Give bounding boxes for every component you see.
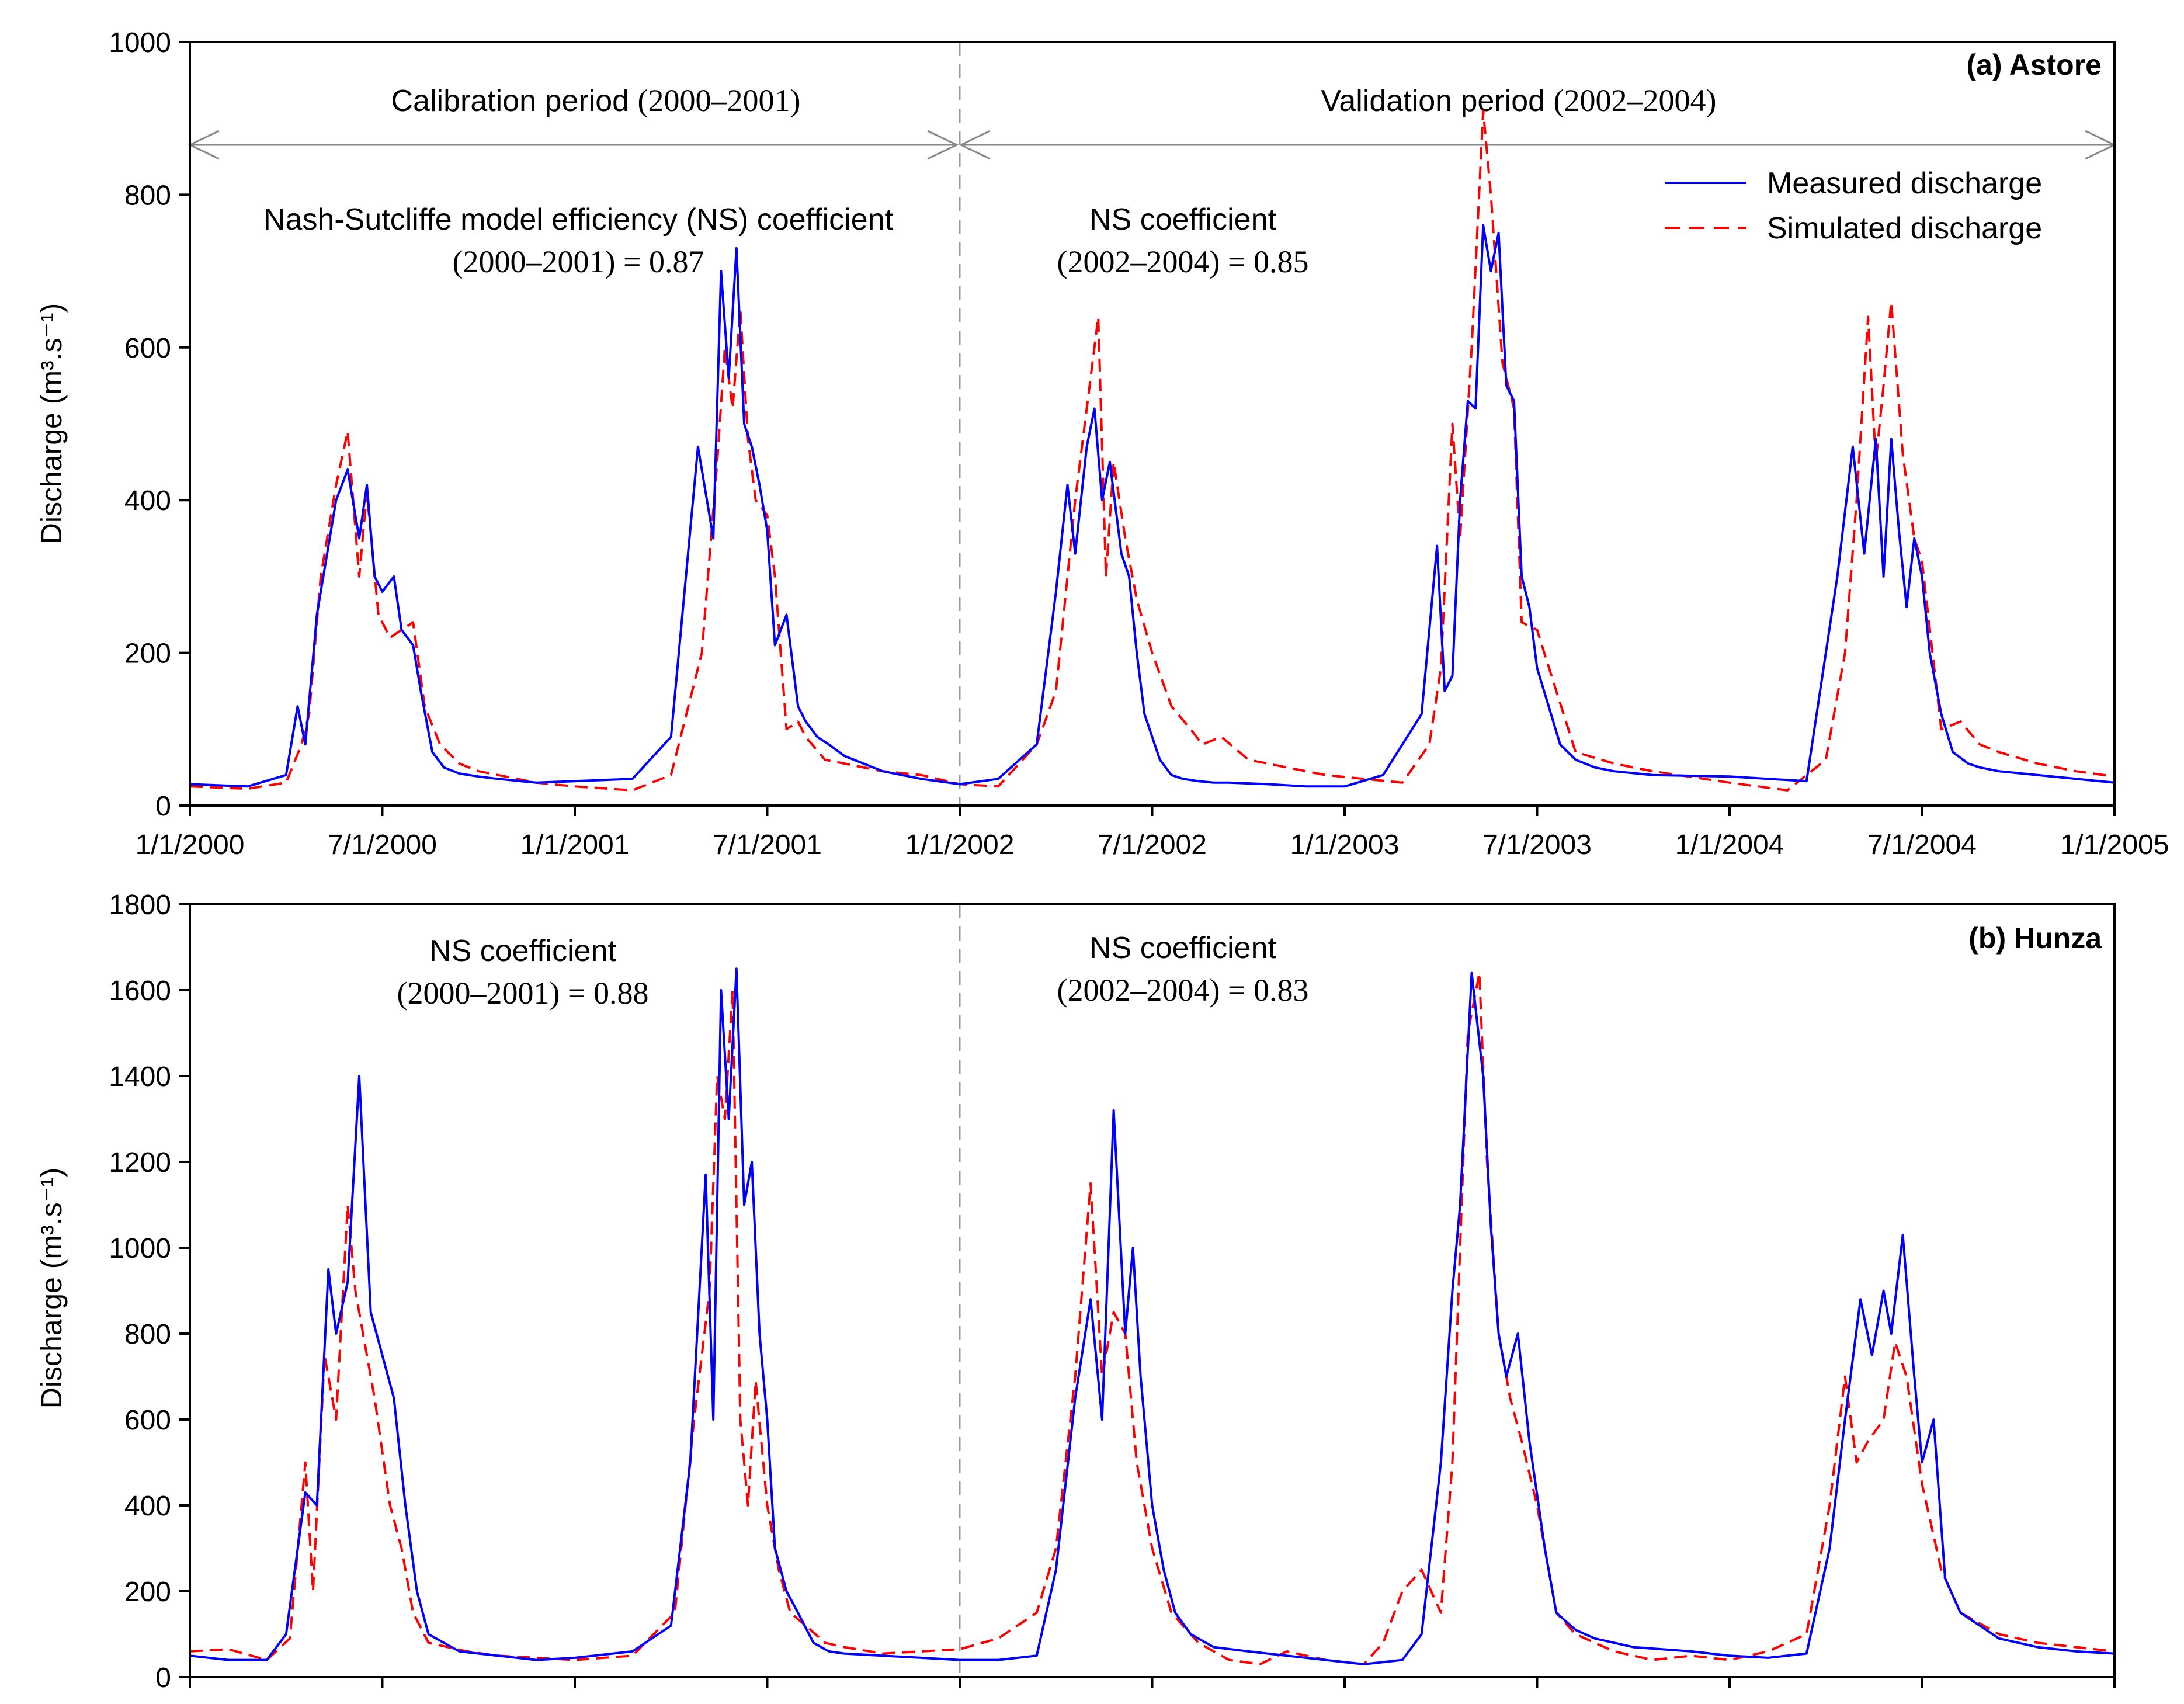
y-tick-label-hunza: 1600 — [109, 976, 171, 1007]
legend-simulated-label: Simulated discharge — [1767, 211, 2042, 245]
panel-astore: Discharge (m³.s⁻¹) (a) Astore Calibratio… — [35, 27, 2169, 860]
measured-discharge-line-hunza — [189, 967, 2115, 1665]
ns-calibration-value-hunza: (2000–2001) = 0.88 — [397, 976, 649, 1011]
y-tick-label-astore: 200 — [124, 638, 171, 669]
ns-validation-title-hunza: NS coefficient — [1089, 931, 1276, 965]
calibration-period-label: Calibration period (2000–2001) — [391, 83, 801, 118]
x-tick-label: 1/1/2000 — [136, 830, 245, 860]
y-tick-label-hunza: 1000 — [109, 1233, 171, 1264]
measured-discharge-line-astore — [189, 224, 2115, 788]
calibration-period-text: Calibration period — [391, 84, 638, 118]
ns-calibration-title-hunza: NS coefficient — [429, 934, 616, 968]
y-tick-label-hunza: 800 — [124, 1319, 171, 1350]
ns-validation-value-astore: (2002–2004) = 0.85 — [1057, 244, 1309, 279]
plot-lines-hunza — [189, 904, 2115, 1677]
y-tick-label-astore: 400 — [124, 485, 171, 516]
calibration-period-arrow — [188, 130, 959, 160]
y-tick-label-astore: 800 — [124, 180, 171, 211]
y-tick-label-astore: 600 — [124, 333, 171, 364]
y-tick-label-hunza: 200 — [124, 1577, 171, 1608]
y-tick-label-astore: 1000 — [109, 27, 171, 58]
simulated-discharge-line-hunza — [189, 971, 2115, 1665]
x-tick-label: 1/1/2003 — [1290, 830, 1400, 860]
y-tick-label-hunza: 1800 — [109, 890, 171, 921]
y-tick-label-astore: 0 — [155, 791, 171, 822]
y-axis-title-hunza: Discharge (m³.s⁻¹) — [35, 1168, 68, 1409]
panel-label-hunza: (b) Hunza — [1968, 922, 2102, 955]
x-tick-label: 7/1/2000 — [328, 830, 437, 860]
validation-period-arrow — [959, 130, 2117, 160]
x-tick-label: 7/1/2003 — [1482, 830, 1592, 860]
plot-frame-hunza — [189, 903, 2116, 1678]
x-tick-label: 7/1/2001 — [713, 830, 822, 860]
x-tick-label: 1/1/2005 — [2060, 830, 2169, 860]
validation-period-text: Validation period — [1321, 84, 1554, 118]
x-tick-label: 1/1/2001 — [520, 830, 630, 860]
y-tick-label-hunza: 400 — [124, 1491, 171, 1522]
x-tick-label: 1/1/2004 — [1675, 830, 1784, 860]
legend: Measured discharge Simulated discharge — [1665, 166, 2042, 245]
x-tick-label: 7/1/2002 — [1098, 830, 1207, 860]
x-tick-label: 7/1/2004 — [1867, 830, 1977, 860]
y-axis-title-astore: Discharge (m³.s⁻¹) — [35, 303, 68, 544]
y-tick-label-hunza: 600 — [124, 1405, 171, 1436]
y-tick-label-hunza: 0 — [155, 1663, 171, 1693]
plot-lines-astore — [189, 42, 2115, 806]
panel-hunza: Discharge (m³.s⁻¹) (b) Hunza NS coeffici… — [35, 890, 2116, 1693]
axis-ticks-astore: 0 200 400 600 800 1000 1/1/2000 7/1/2000 1/1/200… — [109, 27, 2169, 860]
ns-calibration-title-astore: Nash-Sutcliffe model efficiency (NS) coe… — [263, 203, 894, 237]
validation-period-years: (2002–2004) — [1554, 83, 1717, 118]
ns-validation-value-hunza: (2002–2004) = 0.83 — [1057, 973, 1309, 1008]
validation-period-label: Validation period (2002–2004) — [1321, 83, 1717, 118]
calibration-period-years: (2000–2001) — [638, 83, 801, 118]
legend-measured-label: Measured discharge — [1767, 166, 2042, 200]
x-tick-label: 1/1/2002 — [905, 830, 1015, 860]
ns-validation-title-astore: NS coefficient — [1089, 203, 1276, 237]
axis-ticks-hunza: 0 200 400 600 800 1000 1200 1400 1600 1800 — [109, 890, 2116, 1693]
y-tick-label-hunza: 1400 — [109, 1061, 171, 1092]
panel-label-astore: (a) Astore — [1966, 48, 2102, 81]
plot-frame-astore — [189, 41, 2116, 807]
ns-calibration-value-astore: (2000–2001) = 0.87 — [453, 244, 704, 279]
y-tick-label-hunza: 1200 — [109, 1147, 171, 1178]
simulated-discharge-line-astore — [189, 109, 2115, 792]
